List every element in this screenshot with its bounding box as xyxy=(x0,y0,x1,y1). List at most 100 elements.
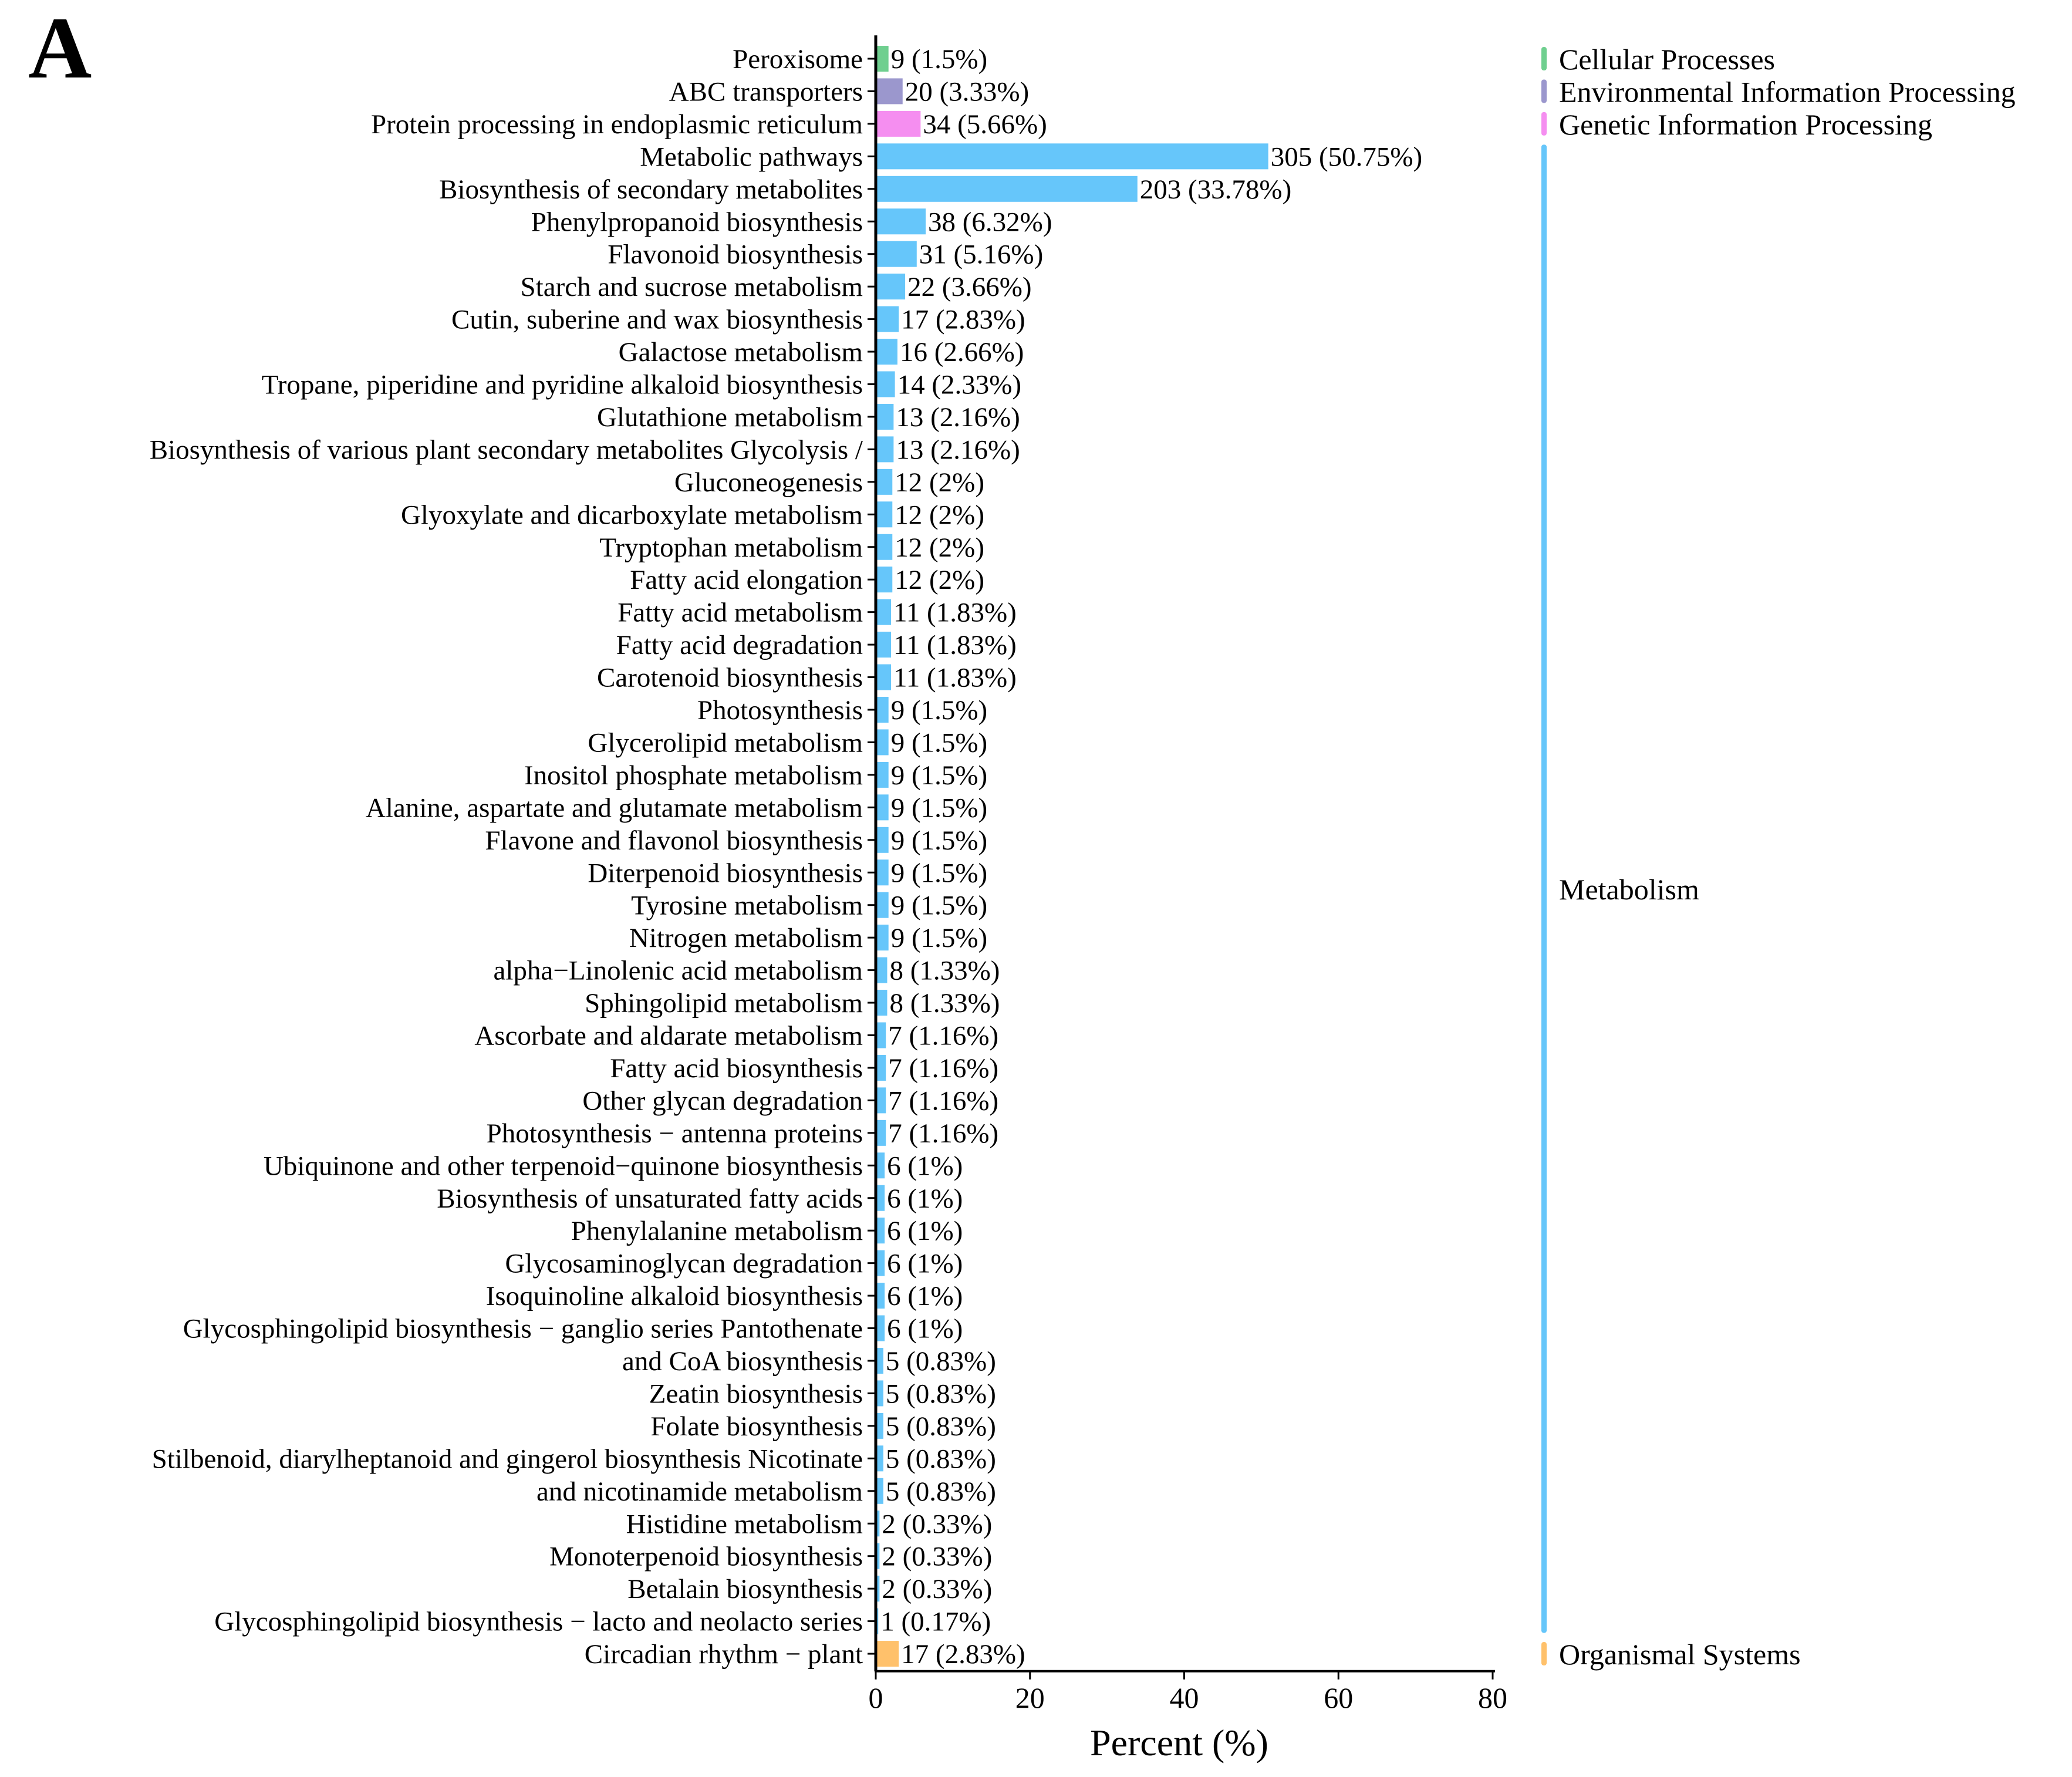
bar-value-label: 6 (1%) xyxy=(887,1183,963,1214)
x-tick-label: 40 xyxy=(1170,1681,1199,1714)
bar xyxy=(877,1576,880,1602)
bar xyxy=(877,990,887,1016)
bar xyxy=(877,859,889,886)
y-tick-label: Stilbenoid, diarylheptanoid and gingerol… xyxy=(152,1444,863,1474)
y-tick-label: Ascorbate and aldarate metabolism xyxy=(474,1021,863,1051)
bar xyxy=(877,501,893,528)
group-strip xyxy=(1541,112,1547,136)
bar-value-label: 6 (1%) xyxy=(887,1281,963,1311)
group-label: Metabolism xyxy=(1559,873,1699,906)
bar xyxy=(877,1445,883,1472)
y-tick-label: alpha−Linolenic acid metabolism xyxy=(494,956,863,986)
bar xyxy=(877,110,921,137)
bar-value-label: 14 (2.33%) xyxy=(897,370,1021,400)
y-tick-label: Monoterpenoid biosynthesis xyxy=(549,1542,863,1572)
bar xyxy=(877,1510,880,1537)
bar xyxy=(877,1087,886,1114)
bar-value-label: 7 (1.16%) xyxy=(888,1021,998,1051)
bar-value-label: 12 (2%) xyxy=(895,565,984,595)
bar-value-label: 12 (2%) xyxy=(895,532,984,563)
bar-value-label: 20 (3.33%) xyxy=(905,76,1029,107)
bar xyxy=(877,1152,885,1179)
y-tick-label: Tyrosine metabolism xyxy=(631,891,863,921)
bar xyxy=(877,729,889,756)
bar xyxy=(877,436,894,463)
bar xyxy=(877,567,893,593)
bar xyxy=(877,1478,883,1504)
y-tick-label: Carotenoid biosynthesis xyxy=(597,663,863,693)
bar xyxy=(877,1022,886,1048)
y-tick-label: Fatty acid biosynthesis xyxy=(610,1053,863,1084)
bar xyxy=(877,208,926,235)
bar xyxy=(877,827,889,853)
y-tick-label: Inositol phosphate metabolism xyxy=(524,760,863,791)
bar-value-label: 9 (1.5%) xyxy=(891,793,987,823)
bar xyxy=(877,761,889,788)
bar-value-label: 2 (0.33%) xyxy=(882,1542,992,1572)
y-tick-label: Peroxisome xyxy=(733,44,863,75)
y-tick-label: Phenylpropanoid biosynthesis xyxy=(531,207,863,237)
bar xyxy=(877,1315,885,1341)
y-tick-label: Ubiquinone and other terpenoid−quinone b… xyxy=(264,1151,863,1181)
bar-value-label: 8 (1.33%) xyxy=(889,956,1000,986)
bar-value-label: 9 (1.5%) xyxy=(891,44,987,75)
bar xyxy=(877,599,892,625)
x-tick-label: 20 xyxy=(1015,1681,1045,1714)
bar-value-label: 11 (1.83%) xyxy=(893,630,1017,660)
y-tick-label: Cutin, suberine and wax biosynthesis xyxy=(451,305,863,335)
y-tick-label: Metabolic pathways xyxy=(640,141,863,172)
bar xyxy=(877,306,899,332)
bar xyxy=(877,1054,886,1081)
bar-value-label: 9 (1.5%) xyxy=(891,858,987,888)
bar xyxy=(877,1641,899,1667)
y-tick-label: and CoA biosynthesis xyxy=(622,1346,863,1377)
y-tick-label: Starch and sucrose metabolism xyxy=(521,272,863,302)
y-tick-label: Isoquinoline alkaloid biosynthesis xyxy=(486,1281,863,1311)
bar-value-label: 5 (0.83%) xyxy=(886,1346,996,1377)
y-tick-label: Fatty acid degradation xyxy=(616,630,863,660)
bar xyxy=(877,78,903,104)
bar xyxy=(877,697,889,723)
y-tick-label: Fatty acid elongation xyxy=(630,565,863,595)
y-tick-label: Glycosphingolipid biosynthesis − ganglio… xyxy=(183,1314,863,1344)
y-tick-label: Glycerolipid metabolism xyxy=(588,727,863,758)
y-tick-label: Phenylalanine metabolism xyxy=(571,1216,863,1246)
group-strip xyxy=(1541,144,1547,1633)
bar xyxy=(877,892,889,918)
bar xyxy=(877,1283,885,1309)
group-strip xyxy=(1541,1642,1547,1666)
x-tick-label: 60 xyxy=(1324,1681,1353,1714)
bar-value-label: 305 (50.75%) xyxy=(1271,141,1422,172)
bar-value-label: 9 (1.5%) xyxy=(891,727,987,758)
y-tick-label: Photosynthesis xyxy=(697,695,863,726)
bar-value-label: 6 (1%) xyxy=(887,1216,963,1246)
bar-value-label: 2 (0.33%) xyxy=(882,1509,992,1539)
bar-value-label: 34 (5.66%) xyxy=(923,109,1047,140)
bar-value-label: 8 (1.33%) xyxy=(889,988,1000,1019)
bar xyxy=(877,1120,886,1146)
bar xyxy=(877,632,892,658)
y-tick-label: Flavonoid biosynthesis xyxy=(608,240,863,270)
bar-value-label: 11 (1.83%) xyxy=(893,663,1017,693)
y-tick-label: Nitrogen metabolism xyxy=(629,923,863,953)
bar-value-label: 7 (1.16%) xyxy=(888,1053,998,1084)
bar-value-label: 9 (1.5%) xyxy=(891,923,987,953)
axes: 0 20 40 60 80 xyxy=(868,35,1507,1714)
bar-value-label: 6 (1%) xyxy=(887,1314,963,1344)
bar-value-label: 6 (1%) xyxy=(887,1249,963,1279)
bar xyxy=(877,176,1138,202)
y-tick-label: Galactose metabolism xyxy=(619,337,863,367)
bar xyxy=(877,1218,885,1244)
group-strip xyxy=(1541,79,1547,103)
bar xyxy=(877,1185,885,1211)
x-tick-label: 80 xyxy=(1478,1681,1507,1714)
bar-value-label: 7 (1.16%) xyxy=(888,1118,998,1149)
bar-value-label: 13 (2.16%) xyxy=(896,434,1020,465)
bar-value-label: 17 (2.83%) xyxy=(901,305,1025,335)
bar-value-label: 2 (0.33%) xyxy=(882,1574,992,1604)
group-label: Cellular Processes xyxy=(1559,43,1775,76)
y-tick-label: Fatty acid metabolism xyxy=(617,598,863,628)
y-tick-label: Protein processing in endoplasmic reticu… xyxy=(371,109,863,140)
bar xyxy=(877,1543,880,1569)
